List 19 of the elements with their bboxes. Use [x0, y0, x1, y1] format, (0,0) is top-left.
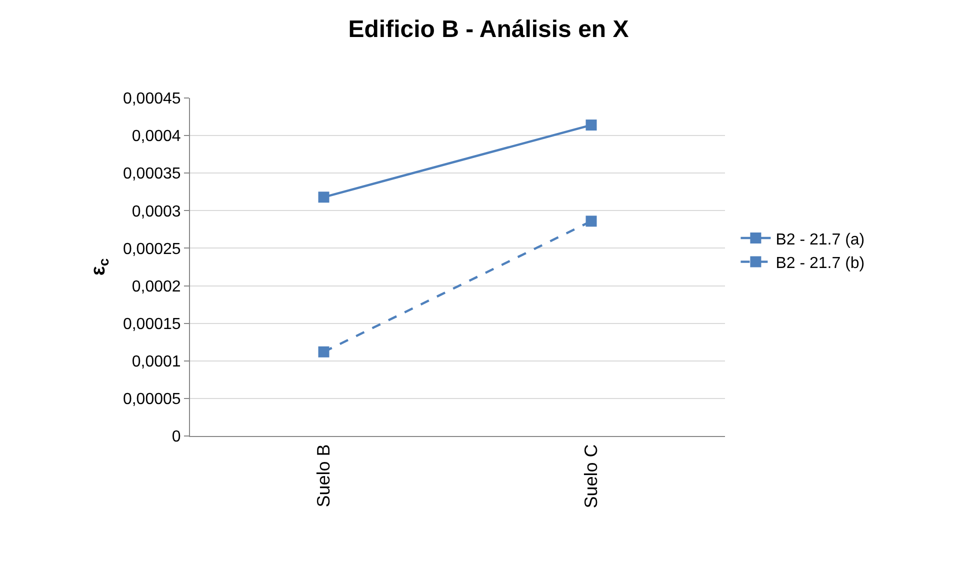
point [586, 216, 597, 227]
point [318, 192, 330, 203]
legend-label: B2 - 21.7 (b) [776, 255, 865, 272]
x-tick-label: Suelo B [314, 444, 334, 508]
point [586, 120, 597, 131]
y-tick-label: 0,00015 [122, 316, 181, 333]
y-tick-label: 0,00005 [122, 391, 181, 408]
y-tick-label: 0,00045 [122, 90, 181, 108]
y-tick-label: 0,0001 [132, 353, 181, 370]
legend-label: B2 - 21.7 (a) [776, 231, 865, 248]
y-tick-label: 0 [172, 428, 181, 446]
y-tick-label: 0,00025 [122, 240, 181, 258]
point [318, 346, 330, 358]
y-tick-label: 0,00035 [122, 166, 181, 183]
y-tick-label: 0,0002 [132, 278, 181, 296]
y-tick-label: 0,0004 [132, 128, 181, 146]
chart-title: Edificio B - Análisis en X [348, 16, 629, 43]
y-tick-label: 0,0003 [132, 203, 181, 220]
x-tick-label: Suelo C [581, 444, 602, 508]
